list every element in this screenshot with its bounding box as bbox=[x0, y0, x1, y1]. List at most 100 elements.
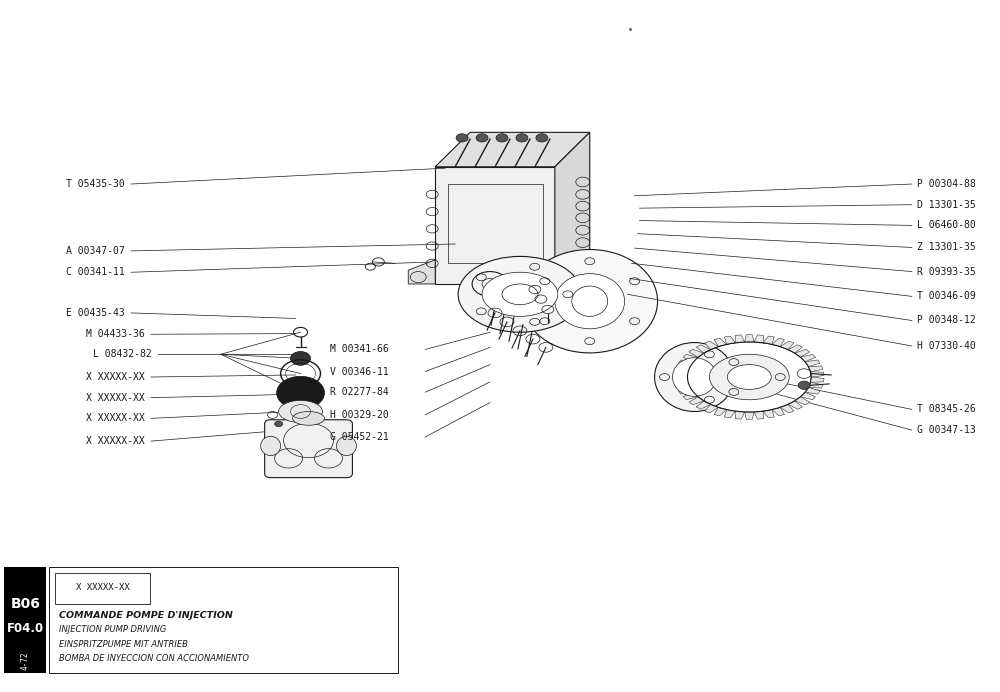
Polygon shape bbox=[714, 338, 727, 347]
Bar bbox=[55, 573, 150, 603]
Circle shape bbox=[456, 134, 468, 142]
Text: M 04433-36: M 04433-36 bbox=[86, 329, 145, 339]
Polygon shape bbox=[689, 349, 704, 357]
Ellipse shape bbox=[458, 257, 582, 332]
Text: M 00341-66: M 00341-66 bbox=[330, 345, 389, 354]
Polygon shape bbox=[800, 354, 816, 362]
Circle shape bbox=[275, 421, 283, 427]
Circle shape bbox=[476, 134, 488, 142]
Ellipse shape bbox=[555, 273, 625, 329]
Text: X XXXXX-XX: X XXXXX-XX bbox=[76, 583, 129, 592]
Polygon shape bbox=[676, 366, 690, 372]
Polygon shape bbox=[772, 338, 784, 347]
Polygon shape bbox=[754, 411, 763, 419]
Ellipse shape bbox=[482, 272, 558, 316]
Polygon shape bbox=[724, 336, 736, 345]
Text: BOMBA DE INYECCION CON ACCIONAMIENTO: BOMBA DE INYECCION CON ACCIONAMIENTO bbox=[59, 655, 249, 664]
Polygon shape bbox=[705, 404, 718, 413]
Text: B06: B06 bbox=[10, 597, 40, 611]
Polygon shape bbox=[696, 401, 711, 409]
Text: G 00347-13: G 00347-13 bbox=[917, 425, 976, 435]
Polygon shape bbox=[788, 345, 802, 353]
Polygon shape bbox=[800, 392, 816, 400]
Ellipse shape bbox=[279, 401, 322, 423]
Ellipse shape bbox=[727, 365, 771, 390]
Polygon shape bbox=[696, 345, 711, 353]
Text: X XXXXX-XX: X XXXXX-XX bbox=[86, 372, 145, 382]
Polygon shape bbox=[805, 388, 820, 394]
Polygon shape bbox=[788, 401, 802, 409]
Circle shape bbox=[798, 381, 810, 390]
Bar bbox=[4, 567, 46, 673]
Text: E 00435-43: E 00435-43 bbox=[66, 308, 125, 318]
Polygon shape bbox=[555, 132, 590, 284]
Text: A 00347-07: A 00347-07 bbox=[66, 246, 125, 256]
Text: 4-72: 4-72 bbox=[21, 651, 30, 670]
Polygon shape bbox=[805, 360, 820, 367]
Text: D 13301-35: D 13301-35 bbox=[917, 200, 976, 210]
Text: L 08432-82: L 08432-82 bbox=[93, 349, 152, 359]
Ellipse shape bbox=[293, 412, 324, 426]
Ellipse shape bbox=[522, 250, 658, 353]
Polygon shape bbox=[745, 335, 754, 342]
Text: P 00348-12: P 00348-12 bbox=[917, 316, 976, 325]
Circle shape bbox=[516, 134, 528, 142]
Bar bbox=[448, 184, 543, 263]
Text: Z 13301-35: Z 13301-35 bbox=[917, 242, 976, 253]
Polygon shape bbox=[435, 167, 555, 284]
Circle shape bbox=[496, 134, 508, 142]
Text: COMMANDE POMPE D'INJECTION: COMMANDE POMPE D'INJECTION bbox=[59, 611, 233, 620]
Text: H 00329-20: H 00329-20 bbox=[330, 410, 389, 420]
Text: T 08345-26: T 08345-26 bbox=[917, 404, 976, 415]
Polygon shape bbox=[679, 388, 694, 394]
Ellipse shape bbox=[261, 436, 281, 455]
Polygon shape bbox=[714, 408, 727, 416]
Circle shape bbox=[277, 376, 324, 410]
Polygon shape bbox=[689, 397, 704, 405]
Polygon shape bbox=[675, 377, 688, 382]
Polygon shape bbox=[795, 349, 810, 357]
Polygon shape bbox=[676, 382, 690, 388]
Text: T 00346-09: T 00346-09 bbox=[917, 291, 976, 302]
Circle shape bbox=[291, 352, 311, 365]
Text: H 07330-40: H 07330-40 bbox=[917, 341, 976, 351]
Ellipse shape bbox=[572, 286, 608, 316]
Polygon shape bbox=[724, 410, 736, 418]
Text: X XXXXX-XX: X XXXXX-XX bbox=[86, 436, 145, 446]
Text: INJECTION PUMP DRIVING: INJECTION PUMP DRIVING bbox=[59, 626, 167, 635]
Polygon shape bbox=[735, 335, 745, 343]
Polygon shape bbox=[683, 354, 698, 362]
Ellipse shape bbox=[336, 436, 356, 455]
Ellipse shape bbox=[709, 354, 789, 400]
Circle shape bbox=[536, 134, 548, 142]
Polygon shape bbox=[810, 377, 824, 382]
Text: C 00341-11: C 00341-11 bbox=[66, 267, 125, 277]
Ellipse shape bbox=[673, 358, 716, 397]
Polygon shape bbox=[810, 372, 824, 377]
Polygon shape bbox=[754, 335, 763, 343]
Text: X XXXXX-XX: X XXXXX-XX bbox=[86, 392, 145, 403]
FancyBboxPatch shape bbox=[265, 420, 352, 477]
Polygon shape bbox=[780, 404, 794, 413]
Polygon shape bbox=[735, 411, 745, 419]
Polygon shape bbox=[435, 132, 590, 167]
Polygon shape bbox=[763, 410, 774, 418]
Polygon shape bbox=[745, 412, 754, 419]
Text: T 05435-30: T 05435-30 bbox=[66, 179, 125, 189]
Text: L 06460-80: L 06460-80 bbox=[917, 220, 976, 230]
Polygon shape bbox=[808, 382, 823, 388]
Text: V 00346-11: V 00346-11 bbox=[330, 367, 389, 376]
Polygon shape bbox=[683, 392, 698, 400]
Polygon shape bbox=[780, 341, 794, 349]
Polygon shape bbox=[808, 366, 823, 372]
Polygon shape bbox=[408, 260, 435, 284]
Text: X XXXXX-XX: X XXXXX-XX bbox=[86, 413, 145, 424]
Text: R 09393-35: R 09393-35 bbox=[917, 266, 976, 277]
Bar bbox=[49, 567, 398, 673]
Text: F04.0: F04.0 bbox=[7, 622, 44, 635]
Polygon shape bbox=[679, 360, 694, 367]
Text: R 02277-84: R 02277-84 bbox=[330, 388, 389, 397]
Text: G 05452-21: G 05452-21 bbox=[330, 432, 389, 442]
Text: EINSPRITZPUMPE MIT ANTRIEB: EINSPRITZPUMPE MIT ANTRIEB bbox=[59, 640, 188, 649]
Polygon shape bbox=[772, 408, 784, 416]
